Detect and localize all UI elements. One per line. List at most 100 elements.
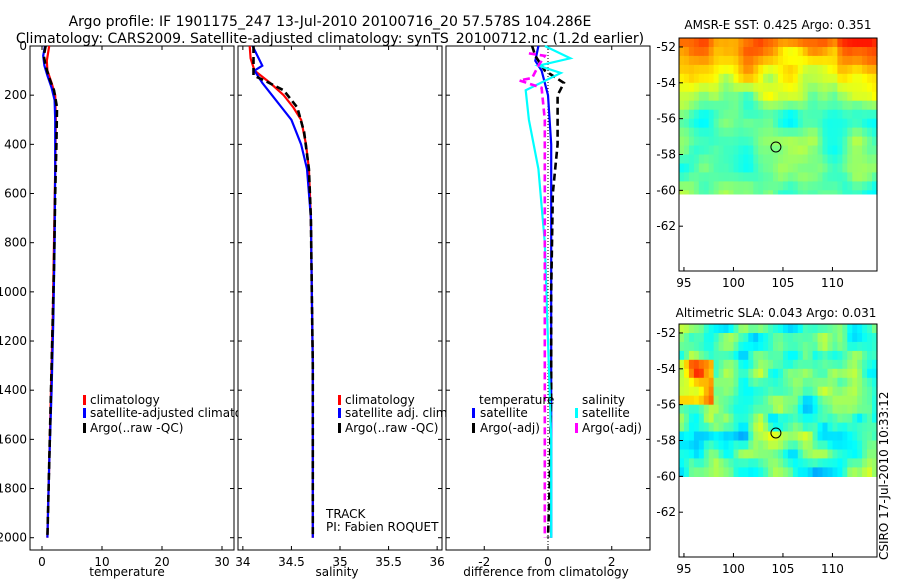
map-cell [787,47,794,57]
map-cell [773,64,779,75]
map-cell [842,368,848,379]
map-cell [703,377,710,388]
map-cell [797,109,804,120]
map-cell [783,172,789,182]
map-cell [783,55,789,66]
map-cell [773,47,779,57]
map-cell [738,404,744,415]
map-cell [718,324,725,334]
map-cell [867,181,873,191]
map-cell [713,136,720,147]
map-cell [857,449,863,460]
map-cell [807,163,814,174]
map-cell [753,431,759,442]
map-cell [733,38,739,48]
map-cell [763,55,769,66]
map-cell [768,91,774,102]
annotation-pi: PI: Fabien ROQUET [326,520,439,534]
temperature-legend: climatology satellite-adjusted climatolo… [83,393,268,435]
sla-map-ticks: 95 100 105 110-52-54-56-58-60-62 [656,326,844,576]
map-cell [698,431,705,442]
map-cell [758,386,764,397]
map-cell [693,413,700,424]
map-cell [733,395,739,406]
legend-label-satellite: satellite-adjusted climatology [90,406,268,420]
map-cell [758,136,764,147]
map-cell [733,100,739,111]
map-cell [743,467,749,477]
map-cell [837,440,843,451]
map-cell [763,154,769,165]
map-cell [817,190,824,195]
map-cell [733,109,739,120]
map-cell [832,413,838,424]
map-cell [817,431,824,442]
map-cell [847,324,853,334]
map-cell [847,38,853,48]
map-cell [718,154,725,165]
map-cell [867,440,873,451]
map-cell [822,458,829,468]
map-cell [797,154,804,165]
map-cell [797,73,804,84]
sla-map-title: Altimetric SLA: 0.043 Argo: 0.031 [676,306,877,320]
map-cell [842,100,848,111]
salinity-ticks: 34 34.5 35 35.5 36 [235,45,445,569]
map-cell [852,136,858,147]
map-cell [847,91,853,102]
map-cell [723,341,730,352]
legend-label-temp-satellite: satellite [480,406,528,420]
map-cell [708,458,715,468]
map-cell [748,350,754,361]
map-cell [867,145,873,156]
map-cell [713,467,720,477]
map-cell [807,181,814,191]
map-cell [684,154,690,165]
map-cell [713,47,720,57]
map-cell [792,163,799,174]
map-cell [867,350,873,361]
map-cell [684,449,690,460]
map-cell [867,333,873,343]
map-cell [688,55,695,66]
map-cell [703,73,710,84]
map-cell [698,440,705,451]
map-cell [778,341,784,352]
map-cell [792,181,799,191]
map-cell [758,82,764,93]
map-cell [758,181,764,191]
map-cell [852,440,858,451]
map-cell [847,154,853,165]
map-cell [718,136,725,147]
map-cell [872,413,878,424]
map-cell [684,431,690,442]
map-cell [872,163,878,174]
map-cell [693,154,700,165]
map-cell [852,118,858,129]
map-cell [783,386,789,397]
map-cell [763,172,769,182]
map-cell [872,73,878,84]
map-cell [748,64,754,75]
map-cell [797,413,804,424]
map-cell [797,404,804,415]
map-cell [822,118,829,129]
map-cell [743,440,749,451]
map-cell [847,350,853,361]
map-cell [827,449,834,460]
map-cell [837,47,843,57]
map-cell [778,190,784,195]
map-cell [684,181,690,191]
map-lon-tick-label: 100 [722,562,745,576]
map-cell [787,145,794,156]
map-cell [787,100,794,111]
map-cell [872,118,878,129]
map-cell [773,431,779,442]
map-cell [787,413,794,424]
map-cell [857,431,863,442]
map-cell [679,145,685,156]
map-cell [679,73,685,84]
map-cell [797,190,804,195]
map-cell [872,458,878,468]
map-cell [713,458,720,468]
